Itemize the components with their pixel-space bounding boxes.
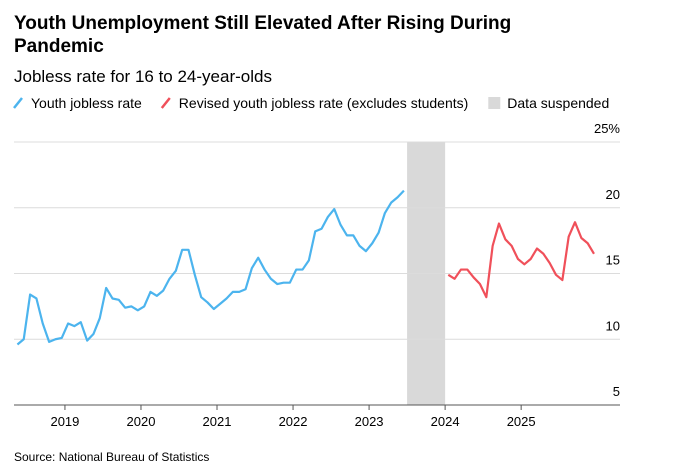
x-tick-label: 2024 bbox=[431, 414, 460, 429]
legend-label: Youth jobless rate bbox=[31, 95, 142, 111]
x-tick-label: 2019 bbox=[50, 414, 79, 429]
y-tick-label: 15 bbox=[606, 253, 620, 268]
legend-swatch bbox=[488, 97, 501, 109]
legend-label: Data suspended bbox=[507, 95, 609, 111]
chart-subtitle: Jobless rate for 16 to 24-year-olds bbox=[14, 67, 272, 86]
legend-swatch bbox=[160, 97, 171, 109]
series-line bbox=[16, 189, 405, 346]
legend-label: Revised youth jobless rate (excludes stu… bbox=[179, 95, 468, 111]
y-tick-label: 20 bbox=[606, 187, 620, 202]
x-tick-label: 2023 bbox=[355, 414, 384, 429]
x-tick-label: 2022 bbox=[279, 414, 308, 429]
series-line bbox=[447, 221, 595, 299]
chart: 5 10 15 20 25% 2019 2020 2021 2022 2023 2024 2025 Yo… bbox=[13, 95, 620, 429]
x-tick-label: 2025 bbox=[507, 414, 536, 429]
x-tick-label: 2021 bbox=[203, 414, 232, 429]
chart-title: Youth Unemployment Still Elevated After … bbox=[14, 13, 512, 57]
source-note: Source: National Bureau of Statistics bbox=[14, 450, 210, 464]
y-tick-label: 5 bbox=[613, 384, 620, 399]
legend-swatch bbox=[13, 97, 23, 109]
x-tick-label: 2020 bbox=[127, 414, 156, 429]
y-tick-label: 25% bbox=[594, 121, 620, 136]
y-tick-label: 10 bbox=[606, 318, 620, 333]
